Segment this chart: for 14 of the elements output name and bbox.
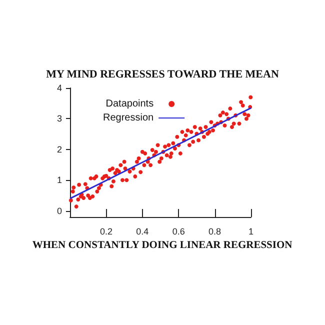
y-tick-label: 4 xyxy=(56,83,62,93)
x-tick-label: 0.8 xyxy=(208,226,222,236)
chart-title: MY MIND REGRESSES TOWARD THE MEAN xyxy=(46,68,279,80)
x-tick-label: 0.2 xyxy=(100,226,112,236)
legend-label: Regression xyxy=(102,112,154,124)
y-tick-label: 2 xyxy=(56,144,62,154)
y-tick-label: 1 xyxy=(56,175,62,186)
y-tick-label: 0 xyxy=(56,206,62,216)
x-tick-label: 0.6 xyxy=(172,226,185,236)
x-tick-label: 1 xyxy=(248,226,254,236)
y-tick-label: 3 xyxy=(56,114,62,124)
text: WHEN CONSTANTLY DOING LINEAR REGRESSION xyxy=(32,240,293,251)
x-tick-label: 0.4 xyxy=(136,226,149,236)
legend-label: Datapoints xyxy=(106,98,154,110)
